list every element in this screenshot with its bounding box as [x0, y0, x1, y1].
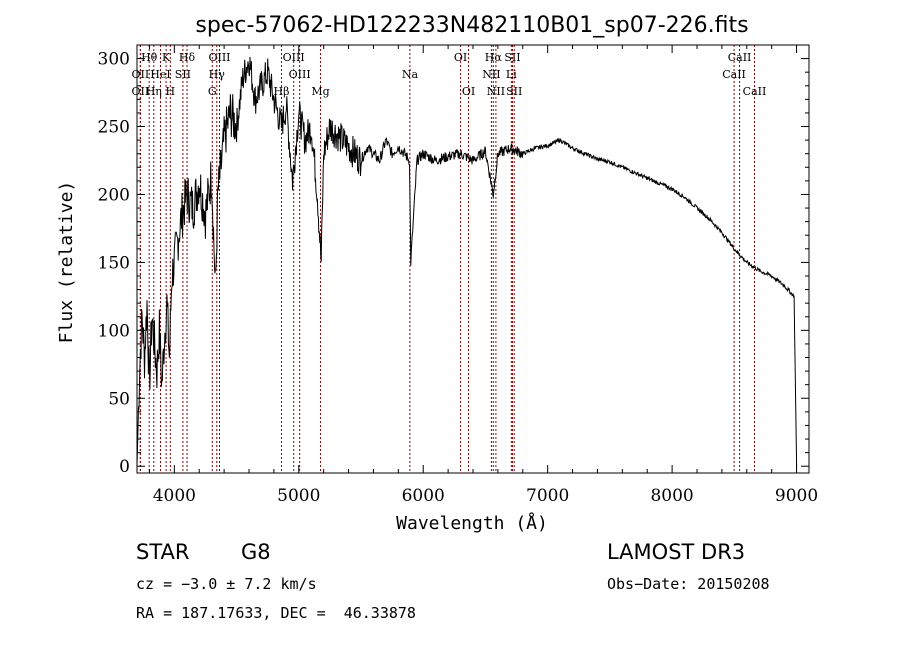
y-tick-label: 50: [108, 389, 130, 409]
line-label-Hα: Hα: [485, 51, 503, 64]
line-label-NII: NII: [482, 68, 500, 81]
line-label-CaII: CaII: [722, 68, 746, 81]
line-label-OI: OI: [462, 85, 475, 98]
chart-title: spec-57062-HD122233N482110B01_sp07-226.f…: [195, 13, 748, 38]
x-tick-label: 5000: [277, 486, 320, 506]
y-tick-label: 150: [98, 253, 130, 273]
y-tick-label: 250: [98, 118, 130, 138]
redshift-info: cz = −3.0 ± 7.2 km/s: [136, 575, 317, 593]
observation-date: Obs−Date: 20150208: [607, 575, 770, 593]
line-label-Li: Li: [506, 68, 517, 81]
plot-frame: [136, 44, 810, 474]
line-label-Hθ: Hθ: [141, 51, 158, 64]
line-label-CaII: CaII: [743, 85, 767, 98]
x-tick-label: 4000: [153, 486, 196, 506]
object-class: STAR: [136, 540, 190, 564]
line-label-Hη: Hη: [146, 85, 162, 98]
x-tick-label: 6000: [402, 486, 445, 506]
line-label-Na: Na: [402, 68, 419, 81]
line-label-K: K: [162, 51, 171, 64]
line-label-CaII: CaII: [728, 51, 752, 64]
line-label-SII: SII: [506, 85, 522, 98]
line-label-OI: OI: [454, 51, 467, 64]
line-label-SII: SII: [175, 68, 191, 81]
line-label-G: G: [208, 85, 217, 98]
x-tick-label: 7000: [526, 486, 569, 506]
survey-name: LAMOST DR3: [607, 540, 746, 564]
line-label-OII: OII: [132, 68, 150, 81]
line-label-Hβ: Hβ: [274, 85, 290, 98]
line-label-NII: NII: [487, 85, 505, 98]
y-tick-label: 300: [98, 50, 130, 70]
line-label-OIII: OIII: [289, 68, 311, 81]
line-label-Hγ: Hγ: [209, 68, 226, 81]
y-tick-label: 200: [98, 185, 130, 205]
y-tick-label: 0: [119, 457, 130, 477]
line-label-OIII: OIII: [208, 51, 230, 64]
line-label-OIII: OIII: [283, 51, 305, 64]
object-subclass: G8: [241, 540, 271, 564]
line-label-H: H: [166, 85, 176, 98]
line-label-SII: SII: [504, 51, 520, 64]
x-tick-label: 8000: [650, 486, 693, 506]
line-label-OII: OII: [132, 85, 150, 98]
x-tick-label: 9000: [775, 486, 818, 506]
coordinates-info: RA = 187.17633, DEC = 46.33878: [136, 604, 416, 622]
y-axis-label: Flux (relative): [56, 181, 77, 344]
flux-series-line: [136, 56, 798, 467]
spectral-line-labels: Hθ OII OII K HeI Hη Hδ SII H OIII Hγ G OIII OIII Hβ Mg N…: [132, 51, 767, 98]
line-label-Mg: Mg: [311, 85, 329, 98]
x-axis-label: Wavelength (Å): [396, 512, 548, 534]
line-label-HeI: HeI: [150, 68, 170, 81]
line-label-Hδ: Hδ: [179, 51, 196, 64]
x-axis-ticks: 4000 5000 6000 7000 8000 9000: [148, 45, 818, 506]
y-axis-ticks: 0 50 100 150 200 250 300: [98, 50, 809, 477]
y-tick-label: 100: [98, 321, 130, 341]
